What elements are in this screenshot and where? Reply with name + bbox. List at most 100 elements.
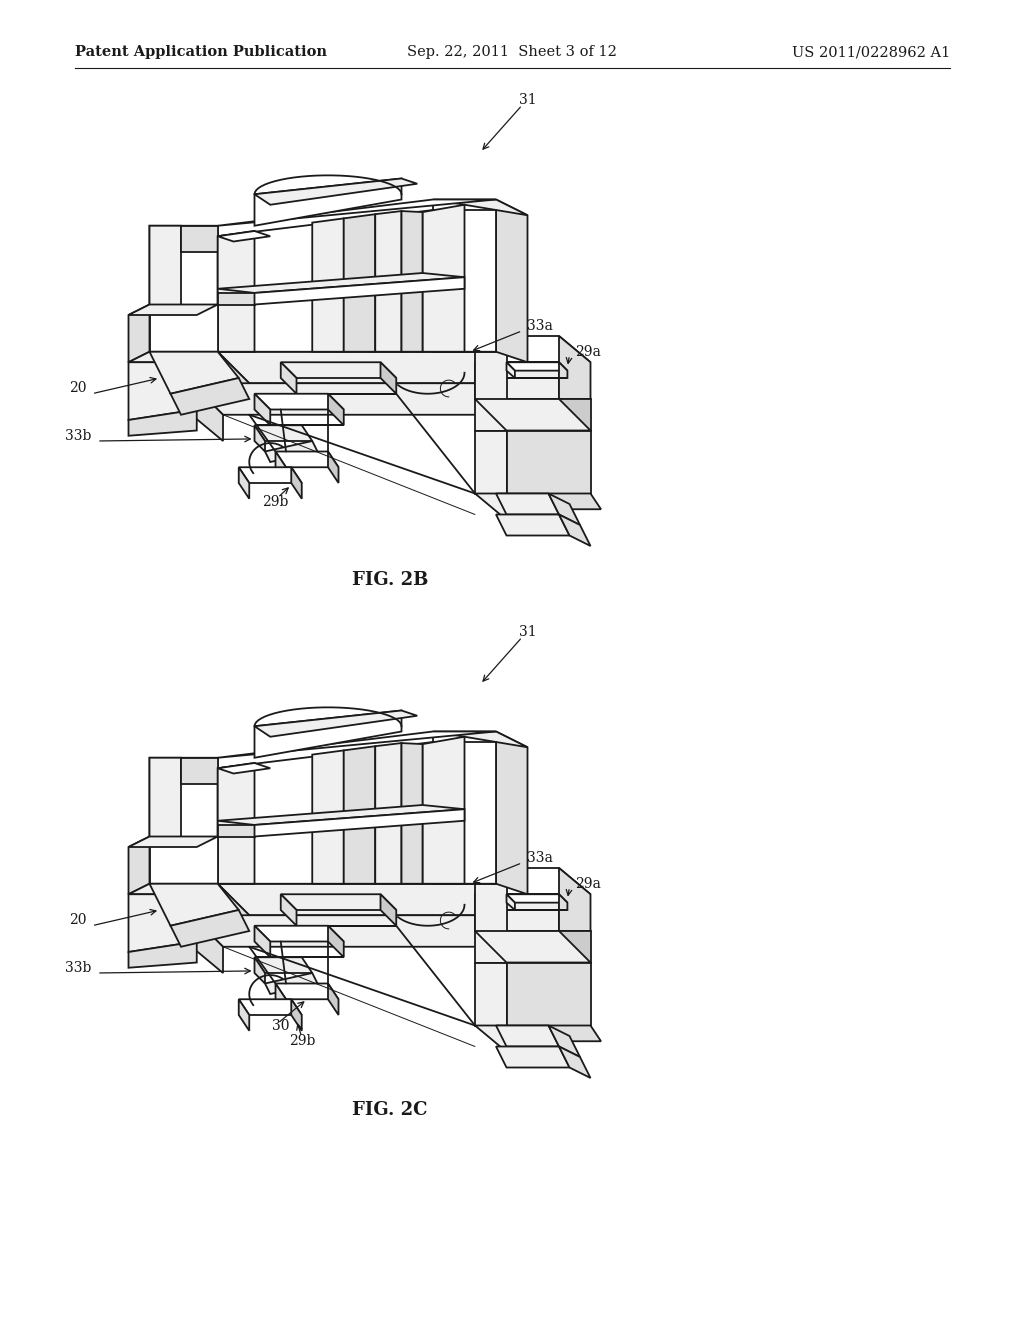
Polygon shape <box>559 894 567 909</box>
Polygon shape <box>150 758 218 899</box>
Polygon shape <box>538 351 569 414</box>
Polygon shape <box>191 915 223 973</box>
Text: Sep. 22, 2011  Sheet 3 of 12: Sep. 22, 2011 Sheet 3 of 12 <box>408 45 616 59</box>
Polygon shape <box>496 494 559 515</box>
Polygon shape <box>255 393 344 409</box>
Text: 29b: 29b <box>289 1035 315 1048</box>
Polygon shape <box>191 383 569 414</box>
Polygon shape <box>218 731 496 758</box>
Polygon shape <box>255 710 417 737</box>
Polygon shape <box>507 362 567 371</box>
Polygon shape <box>507 362 515 378</box>
Polygon shape <box>128 305 150 362</box>
Text: 33b: 33b <box>66 961 92 974</box>
Polygon shape <box>255 425 312 441</box>
Polygon shape <box>128 351 218 362</box>
Polygon shape <box>507 894 567 903</box>
Polygon shape <box>433 731 527 747</box>
Polygon shape <box>239 999 302 1015</box>
Polygon shape <box>475 869 591 894</box>
Polygon shape <box>549 1026 580 1057</box>
Polygon shape <box>255 809 465 837</box>
Polygon shape <box>218 805 465 825</box>
Polygon shape <box>128 305 218 315</box>
Polygon shape <box>559 869 591 931</box>
Polygon shape <box>128 362 197 420</box>
Text: 33a: 33a <box>527 850 553 865</box>
Text: US 2011/0228962 A1: US 2011/0228962 A1 <box>792 45 950 59</box>
Polygon shape <box>559 515 591 546</box>
Polygon shape <box>433 731 496 884</box>
Polygon shape <box>255 925 270 957</box>
Polygon shape <box>475 337 591 362</box>
Polygon shape <box>475 337 507 430</box>
Polygon shape <box>255 178 401 226</box>
Polygon shape <box>328 983 339 1015</box>
Polygon shape <box>507 894 515 909</box>
Text: 29b: 29b <box>262 495 289 510</box>
Polygon shape <box>265 441 317 462</box>
Polygon shape <box>475 869 507 962</box>
Polygon shape <box>255 925 344 941</box>
Polygon shape <box>423 205 465 351</box>
Text: FIG. 2C: FIG. 2C <box>352 1101 428 1119</box>
Polygon shape <box>255 957 312 973</box>
Polygon shape <box>281 894 297 925</box>
Polygon shape <box>344 214 375 351</box>
Polygon shape <box>328 925 344 957</box>
Polygon shape <box>328 451 339 483</box>
Polygon shape <box>401 743 423 884</box>
Polygon shape <box>218 351 249 414</box>
Polygon shape <box>128 884 218 894</box>
Polygon shape <box>381 894 396 925</box>
Polygon shape <box>328 393 344 425</box>
Polygon shape <box>559 1047 591 1078</box>
Polygon shape <box>475 962 507 1026</box>
Polygon shape <box>255 425 265 451</box>
Polygon shape <box>128 941 197 968</box>
Polygon shape <box>128 837 150 894</box>
Polygon shape <box>433 199 527 215</box>
Polygon shape <box>275 451 339 467</box>
Polygon shape <box>559 399 591 430</box>
Polygon shape <box>218 231 270 242</box>
Polygon shape <box>475 1026 538 1052</box>
Polygon shape <box>218 884 249 946</box>
Polygon shape <box>559 931 591 962</box>
Polygon shape <box>218 884 569 915</box>
Polygon shape <box>549 494 580 525</box>
Polygon shape <box>281 362 297 393</box>
Polygon shape <box>171 909 249 946</box>
Polygon shape <box>559 337 591 399</box>
Polygon shape <box>507 1026 601 1041</box>
Polygon shape <box>150 837 218 884</box>
Polygon shape <box>275 983 286 1015</box>
Polygon shape <box>150 758 181 899</box>
Polygon shape <box>255 277 465 305</box>
Polygon shape <box>181 226 218 252</box>
Polygon shape <box>150 884 239 925</box>
Text: 33a: 33a <box>527 318 553 333</box>
Polygon shape <box>423 737 465 884</box>
Polygon shape <box>255 393 270 425</box>
Polygon shape <box>281 894 396 909</box>
Polygon shape <box>218 742 496 884</box>
Polygon shape <box>507 494 601 510</box>
Polygon shape <box>475 894 559 931</box>
Polygon shape <box>275 451 286 483</box>
Polygon shape <box>218 231 255 351</box>
Polygon shape <box>375 211 401 351</box>
Polygon shape <box>291 467 302 499</box>
Polygon shape <box>507 430 591 494</box>
Polygon shape <box>218 293 255 305</box>
Text: FIG. 2B: FIG. 2B <box>352 572 428 589</box>
Polygon shape <box>218 825 255 837</box>
Polygon shape <box>559 362 567 378</box>
Polygon shape <box>496 515 569 536</box>
Polygon shape <box>538 884 569 946</box>
Polygon shape <box>128 409 197 436</box>
Text: 20: 20 <box>69 913 86 928</box>
Polygon shape <box>239 467 302 483</box>
Text: 31: 31 <box>519 92 537 107</box>
Text: Patent Application Publication: Patent Application Publication <box>75 45 327 59</box>
